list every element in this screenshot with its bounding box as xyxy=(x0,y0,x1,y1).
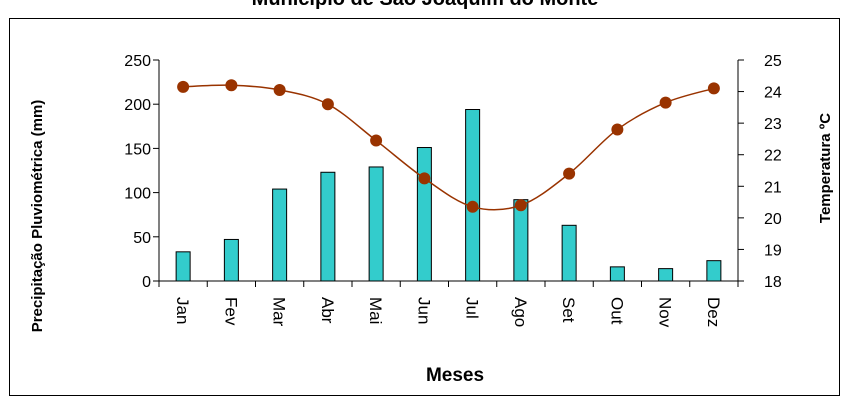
temperature-point-jun xyxy=(418,172,431,185)
bar-mai xyxy=(368,166,384,282)
x-axis-title: Meses xyxy=(426,365,484,386)
x-tick-label: Out xyxy=(607,297,626,325)
y2-tick-label: 19 xyxy=(764,242,782,259)
y-axis-title: Precipitação Pluviométrica (mm) xyxy=(29,100,46,333)
bar-jun xyxy=(416,147,432,282)
temperature-point-out xyxy=(611,123,624,136)
bar-out xyxy=(609,266,625,282)
y2-tick-label: 18 xyxy=(764,274,782,291)
bar-jan xyxy=(175,251,191,282)
y2-tick-label: 23 xyxy=(764,116,782,133)
x-tick-label: Jan xyxy=(173,297,192,324)
y-tick-label: 250 xyxy=(124,53,151,70)
temperature-point-dez xyxy=(707,82,720,95)
temperature-point-fev xyxy=(225,79,238,92)
y2-tick-label: 25 xyxy=(764,53,782,70)
y2-tick-label: 22 xyxy=(764,148,782,165)
y-tick-label: 0 xyxy=(142,274,151,291)
bar-fev xyxy=(223,238,239,282)
chart-frame xyxy=(9,18,840,396)
bar-ago xyxy=(513,199,529,282)
temperature-point-mai xyxy=(370,134,383,147)
y2-tick-label: 21 xyxy=(764,179,782,196)
y2-tick-label: 20 xyxy=(764,211,782,228)
bar-jul xyxy=(465,109,481,282)
y-tick-label: 100 xyxy=(124,186,151,203)
x-tick-label: Nov xyxy=(656,297,675,328)
bar-mar xyxy=(272,188,288,282)
y-tick-label: 200 xyxy=(124,97,151,114)
x-tick-label: Jul xyxy=(463,297,482,319)
y2-axis-title: Temperatura ºC xyxy=(817,113,834,223)
chart-title: Município de São Joaquim do Monte xyxy=(252,0,599,10)
temperature-point-ago xyxy=(514,199,527,212)
x-tick-label: Mar xyxy=(270,297,289,327)
x-tick-label: Set xyxy=(559,297,578,323)
y2-tick-label: 24 xyxy=(764,85,782,102)
temperature-point-nov xyxy=(659,96,672,109)
x-tick-label: Mai xyxy=(366,297,385,324)
bar-abr xyxy=(320,171,336,282)
temperature-point-mar xyxy=(273,83,286,96)
y-tick-label: 150 xyxy=(124,141,151,158)
bar-dez xyxy=(706,260,722,282)
temperature-point-jan xyxy=(177,80,190,93)
x-tick-label: Fev xyxy=(221,297,240,326)
x-tick-label: Dez xyxy=(704,297,723,327)
bar-nov xyxy=(658,268,674,282)
plot-area: 0 50 100 150 200 250 18 19 20 21 22 23 24 25 Jan Fev Mar… xyxy=(124,53,782,328)
x-tick-label: Ago xyxy=(511,297,530,327)
y-tick-label: 50 xyxy=(133,230,151,247)
temperature-line xyxy=(183,84,715,211)
temperature-point-abr xyxy=(321,98,334,111)
x-tick-label: Jun xyxy=(414,297,433,324)
temperature-point-set xyxy=(563,167,576,180)
x-tick-label: Abr xyxy=(318,297,337,324)
temperature-point-jul xyxy=(466,200,479,213)
bar-set xyxy=(561,224,577,282)
